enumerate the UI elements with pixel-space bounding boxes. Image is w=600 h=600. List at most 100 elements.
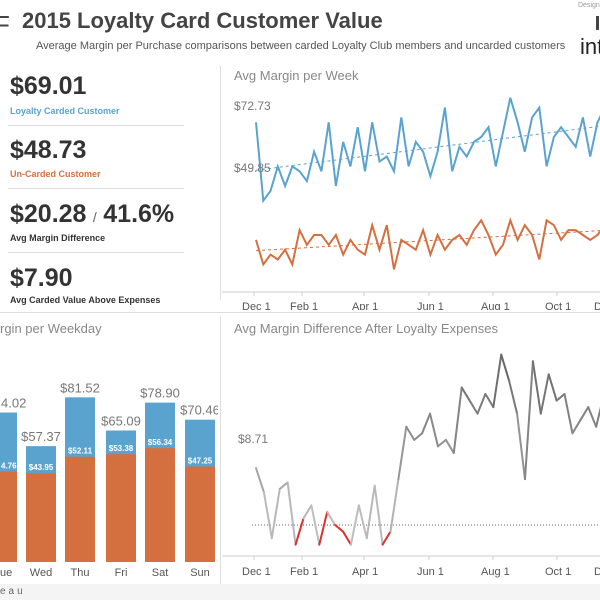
brand-logo: inte [580,34,600,59]
series-segment [429,412,439,448]
series-segment [270,487,281,540]
bar-total-label: 4.02 [1,395,26,410]
x-tick-label: Dec 1 [242,566,271,578]
series-line-uncarded [255,217,600,270]
bar-total-label: $78.90 [140,386,180,401]
series-segment [373,484,384,546]
page-title: 2015 Loyalty Card Customer Value [22,8,383,33]
kpi-above-label: Avg Carded Value Above Expenses [10,295,161,305]
weekday-margin-chart: 4.02 4.76 ue $57.37 $43.95 Wed $81.52 $52.11 Thu… [0,380,218,579]
x-tick-label: Oct 1 [545,301,571,310]
x-tick-label: Sun [190,567,210,579]
series-segment [563,393,574,435]
x-tick-label: Feb 1 [290,301,318,310]
series-segment [326,510,337,526]
data-label: $8.71 [238,432,268,446]
series-segment [318,510,329,546]
kpi-diff-separator: / [92,209,97,225]
kpi-diff-value: $20.28 [10,200,87,228]
kpi-diff-row: $20.28 / 41.6% [10,200,174,229]
series-segment [294,517,305,546]
series-segment [349,504,360,546]
series-segment [452,386,463,454]
bar-uncarded-label: $53.38 [109,444,134,453]
series-segment [365,484,376,540]
series-segment [468,399,479,415]
kpi-diff-label: Avg Margin Difference [10,233,106,243]
x-tick-label: Oct 1 [545,566,571,578]
series-segment [476,393,487,415]
bar-uncarded-label: $52.11 [68,447,93,456]
bar-uncarded [0,471,17,562]
weekday-chart-title: rgin per Weekday [0,321,102,336]
bar-uncarded-label: $43.95 [29,463,54,472]
kpi-divider [8,125,184,126]
series-segment [444,438,455,454]
series-segment [334,524,345,533]
weekly-margin-chart: $72.73 $49.85 Dec 1 Feb 1 Apr 1 Jun 1 Aug 1 Oct… [222,97,600,310]
series-segment [302,504,313,520]
bar-uncarded-label: 4.76 [1,462,17,471]
series-segment [484,393,495,409]
bar-uncarded-label: $47.25 [188,457,213,466]
x-tick-label: D [594,566,600,578]
series-segment [508,379,519,415]
series-segment [262,491,273,540]
bar-uncarded-label: $56.34 [148,438,173,447]
series-segment [405,425,416,441]
series-segment [523,360,534,481]
x-tick-label: Fri [115,567,128,579]
bar-total-label: $81.52 [60,380,100,395]
bar-total-label: $70.46 [180,403,218,418]
series-segment [555,393,566,402]
kpi-diff-pct: 41.6% [103,200,175,228]
x-tick-label: Feb 1 [290,566,318,578]
series-segment [571,419,582,435]
series-segment [286,481,297,546]
series-segment [255,467,265,494]
x-tick-label: Jun 1 [417,301,444,310]
series-segment [389,478,400,533]
kpi-uncarded-value: $48.73 [10,136,87,164]
footer-bar [0,584,600,600]
kpi-above-value: $7.90 [10,264,73,292]
series-segment [436,438,447,448]
series-segment [413,432,424,441]
bar-uncarded [106,454,136,562]
x-tick-label: Sat [152,567,169,579]
x-tick-label: Thu [71,567,90,579]
series-segment [595,406,600,428]
footer-brand: eau [0,586,26,597]
series-segment [381,530,392,546]
data-label: $72.73 [234,99,271,113]
x-tick-label: Apr 1 [352,301,378,310]
panel-divider [220,66,221,300]
series-segment [310,504,321,546]
kpi-divider [8,188,184,189]
weekly-chart-title: Avg Margin per Week [234,68,359,83]
series-segment [278,481,289,490]
series-segment [531,360,542,415]
brand-logo-icon [596,16,599,30]
x-tick-label: Aug 1 [481,566,510,578]
panel-divider [0,312,600,313]
kpi-carded-value: $69.01 [10,72,87,100]
kpi-carded-label: Loyalty Carded Customer [10,106,120,116]
series-segment [539,373,550,415]
trend-line-carded [255,125,600,171]
kpi-divider [8,252,184,253]
kpi-uncarded-label: Un-Carded Customer [10,169,101,179]
series-segment [500,353,511,382]
x-tick-label: Aug 1 [481,301,510,310]
x-tick-label: D [594,301,600,310]
designed-by-label: Design [578,2,600,9]
difference-chart: $8.71 Dec 1 Feb 1 Apr 1 Jun 1 Aug 1 Oct 1 D [222,353,600,578]
bar-uncarded [65,456,95,562]
panel-divider [220,316,221,584]
x-tick-label: Dec 1 [242,301,271,310]
series-segment [421,412,432,435]
series-segment [579,406,590,422]
x-tick-label: Jun 1 [417,566,444,578]
difference-chart-title: Avg Margin Difference After Loyalty Expe… [234,321,498,336]
left-logo: F [0,10,10,40]
